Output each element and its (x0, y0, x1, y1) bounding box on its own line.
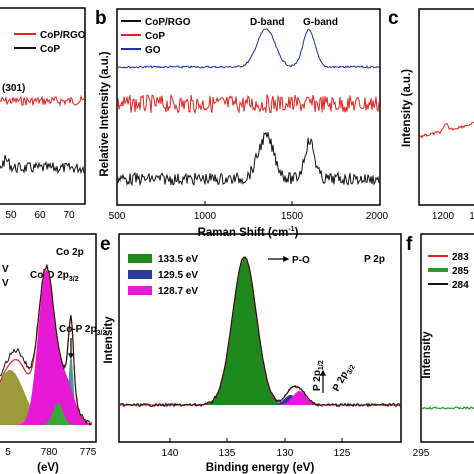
legend-cop-b: CoP (145, 31, 165, 42)
ylabel-c: Intensity (a.u.) (401, 69, 413, 147)
panel-label-f: f (406, 234, 413, 255)
tick-b-2000: 2000 (366, 211, 389, 222)
ann-p12: P 2p1/2 (312, 360, 325, 391)
tick-c-1: 1 (469, 211, 474, 222)
ann-cop: Co-P 2p3/2 (59, 324, 106, 337)
legend-285: 285 (452, 266, 469, 277)
series-coprgo-a (0, 94, 85, 108)
ann-p32: P 2p3/2 (331, 361, 357, 394)
panel-c-frame (418, 8, 474, 206)
tick-c-1200: 1200 (432, 211, 455, 222)
xlabel-d: (eV) (37, 462, 59, 474)
tick-a-50: 50 (5, 210, 17, 221)
panel-b-frame (116, 8, 381, 206)
panel-d: Co 2p V V Co-O 2p3/2 Co-P 2p3/2 5 780 77… (0, 233, 106, 474)
xlabel-b: Raman Shift (cm-1) (198, 226, 299, 239)
series-coprgo-b (117, 131, 380, 187)
panel-c: c Intensity (a.u.) 1200 1 (388, 8, 474, 222)
panel-f-frame (420, 233, 474, 443)
tick-e-125: 125 (334, 448, 351, 459)
legend-go-b: GO (145, 45, 161, 56)
xlabel-e: Binding energy (eV) (206, 462, 315, 474)
panel-e-frame (118, 233, 402, 443)
series-cop-a (0, 154, 85, 175)
series-f (421, 406, 474, 410)
tick-a-70: 70 (63, 210, 75, 221)
tick-e-135: 135 (219, 448, 236, 459)
ylabel-b: Relative Intensity (a.u.) (99, 51, 111, 176)
d-band-label: D-band (250, 17, 284, 28)
legend-1295: 129.5 eV (158, 270, 198, 281)
legend-cop-a: CoP (40, 44, 60, 55)
fit-olive-d (0, 370, 90, 425)
tick-f-295: 295 (413, 448, 430, 459)
legend-swatch-1335 (128, 254, 152, 263)
panel-e: e Intensity 133.5 eV 129.5 eV 128.7 eV P… (100, 233, 402, 474)
ann-coo: Co-O 2p3/2 (30, 270, 79, 283)
title-p2p: P 2p (364, 254, 385, 265)
tick-b-1000: 1000 (194, 211, 217, 222)
title-co2p: Co 2p (56, 247, 84, 258)
ann-po: P-O (292, 255, 310, 266)
legend-1335: 133.5 eV (158, 254, 198, 265)
tick-d-780: 780 (41, 447, 58, 458)
tick-e-130: 130 (277, 448, 294, 459)
panel-a: CoP/RGO CoP (301) 50 60 70 (0, 7, 86, 221)
tick-e-140: 140 (162, 448, 179, 459)
panel-b: b Relative Intensity (a.u.) CoP/RGO CoP … (95, 8, 389, 239)
series-cop-b (117, 93, 380, 115)
series-go-b (117, 27, 380, 69)
g-band-label: G-band (303, 17, 338, 28)
tick-a-60: 60 (34, 210, 46, 221)
legend-1287: 128.7 eV (158, 286, 198, 297)
legend-coprgo-b: CoP/RGO (145, 17, 191, 28)
panel-d-frame (0, 233, 97, 443)
legend-swatch-1295 (128, 270, 152, 279)
legend-stub-2: V (2, 278, 9, 289)
panel-a-frame (0, 7, 86, 205)
ylabel-f: Intensity (421, 331, 433, 379)
tick-b-500: 500 (109, 211, 126, 222)
panel-f: f Intensity 283 285 284 295 (406, 233, 474, 459)
tick-b-1500: 1500 (281, 211, 304, 222)
series-c (419, 121, 474, 139)
panel-label-c: c (388, 8, 399, 29)
raw-e (119, 256, 401, 409)
legend-283: 283 (452, 252, 469, 263)
peak-label-301: (301) (2, 83, 25, 94)
legend-coprgo-a: CoP/RGO (40, 30, 86, 41)
tick-d-5: 5 (5, 447, 11, 458)
panel-label-b: b (95, 8, 107, 29)
tick-d-775: 775 (80, 447, 97, 458)
raw-d (0, 264, 93, 427)
legend-swatch-1287 (128, 286, 152, 295)
legend-284: 284 (452, 280, 469, 291)
ylabel-e: Intensity (103, 316, 115, 364)
legend-stub-1: V (2, 264, 9, 275)
panel-label-e: e (100, 234, 111, 255)
fit-1335 (120, 257, 400, 405)
fit-magenta-d (0, 270, 90, 425)
